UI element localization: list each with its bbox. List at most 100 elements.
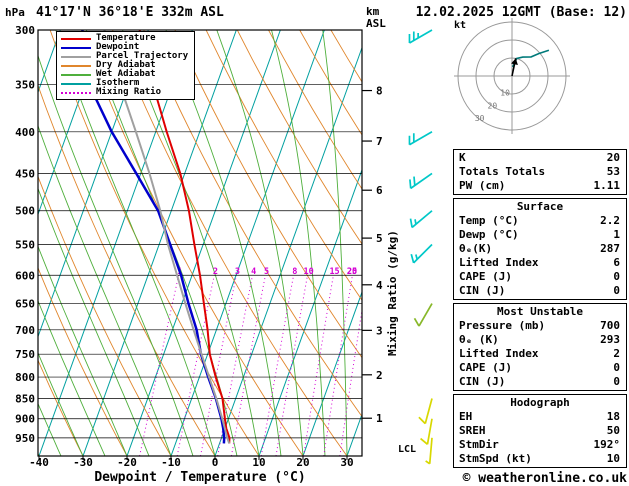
table-row-label: Temp (°C) bbox=[459, 214, 519, 227]
temperature-axis-label: Dewpoint / Temperature (°C) bbox=[94, 470, 306, 485]
isotherm-line bbox=[214, 46, 362, 456]
table-section: K 20 Totals Totals 53 PW (cm) 1.11 bbox=[453, 149, 627, 195]
wet-adiabat-line bbox=[38, 351, 84, 456]
hodograph-ring-label: 10 bbox=[500, 89, 510, 98]
legend-line-sample bbox=[61, 91, 91, 94]
hodograph-ring bbox=[457, 21, 567, 131]
table-row-value: 293 bbox=[600, 333, 620, 346]
pressure-tick-label: 800 bbox=[15, 371, 35, 384]
km-tick-label: 1 bbox=[376, 412, 383, 425]
table-row-value: 0 bbox=[613, 284, 620, 297]
table-row: K 20 bbox=[454, 151, 626, 165]
wet-adiabat-line bbox=[216, 30, 304, 456]
isotherm-line bbox=[170, 30, 325, 456]
isotherm-line bbox=[38, 30, 149, 339]
km-tick-label: 7 bbox=[376, 135, 383, 148]
isotherm-line bbox=[38, 30, 105, 216]
mixing-ratio-value-label: 25 bbox=[347, 267, 357, 277]
table-section-title: Most Unstable bbox=[496, 305, 584, 318]
legend-label: Dry Adiabat bbox=[96, 60, 156, 70]
wind-barb bbox=[408, 29, 433, 44]
table-row-label: Pressure (mb) bbox=[459, 319, 546, 332]
table-row-label: StmSpd (kt) bbox=[459, 452, 532, 465]
mixing-ratio-value-label: 15 bbox=[329, 267, 339, 277]
table-row: θₑ (K) 293 bbox=[454, 333, 626, 347]
mixing-ratio-value-label: 10 bbox=[303, 267, 313, 277]
table-row-value: 1.11 bbox=[593, 179, 621, 192]
table-row-value: 18 bbox=[606, 410, 620, 423]
station-title: 41°17'N 36°18'E 332m ASL bbox=[36, 5, 224, 20]
mixing-ratio-line bbox=[230, 275, 266, 456]
mixing-ratio-value-label: 3 bbox=[235, 267, 240, 277]
isotherm-line bbox=[258, 168, 362, 456]
pressure-tick-label: 650 bbox=[15, 298, 35, 311]
mixing-ratio-value-label: 8 bbox=[292, 267, 297, 277]
pressure-tick-label: 500 bbox=[15, 205, 35, 218]
table-row-value: 0 bbox=[613, 375, 620, 388]
km-tick-label: 6 bbox=[376, 184, 383, 197]
table-row-label: K bbox=[459, 151, 466, 164]
table-row-label: CIN (J) bbox=[459, 284, 506, 297]
table-row-value: 53 bbox=[606, 165, 620, 178]
table-row: Totals Totals 53 bbox=[454, 165, 626, 179]
isotherm-line bbox=[82, 30, 237, 456]
dewpoint-curve bbox=[81, 30, 226, 444]
mixing-ratio-line bbox=[139, 275, 180, 456]
table-section-title: Hodograph bbox=[510, 396, 570, 409]
legend-label: Isotherm bbox=[96, 78, 140, 88]
legend: Temperature Dewpoint Parcel Trajectory Dry … bbox=[56, 31, 196, 100]
altitude-axis-unit-label: km ASL bbox=[366, 5, 386, 30]
table-row-label: StmDir bbox=[459, 438, 499, 451]
pressure-tick-label: 950 bbox=[15, 432, 35, 445]
table-row: CAPE (J) 0 bbox=[454, 361, 626, 375]
isotherm-line bbox=[302, 290, 362, 456]
table-row-value: 0 bbox=[613, 270, 620, 283]
table-row-label: θₑ(K) bbox=[459, 242, 493, 255]
pressure-tick-label: 450 bbox=[15, 167, 35, 180]
table-row-label: EH bbox=[459, 410, 473, 423]
copyright: © weatheronline.co.uk bbox=[462, 471, 627, 486]
pressure-tick-label: 400 bbox=[15, 126, 35, 139]
table-row: StmSpd (kt) 10 bbox=[454, 452, 626, 466]
km-tick-label: 5 bbox=[376, 232, 383, 245]
wind-barbs bbox=[408, 29, 433, 465]
table-row: Dewp (°C) 1 bbox=[454, 228, 626, 242]
pressure-tick-label: 700 bbox=[15, 324, 35, 337]
isotherm-line bbox=[0, 30, 16, 456]
table-row: θₑ(K) 287 bbox=[454, 242, 626, 256]
legend-line-sample bbox=[61, 64, 91, 67]
mixing-ratio-value-label: 4 bbox=[251, 267, 256, 277]
lcl-label: LCL bbox=[398, 444, 417, 455]
temperature-tick-label: 30 bbox=[340, 456, 353, 469]
table-row-label: SREH bbox=[459, 424, 486, 437]
pressure-unit-label: hPa bbox=[5, 6, 25, 19]
table-row: PW (cm) 1.11 bbox=[454, 179, 626, 193]
table-row-value: 1 bbox=[613, 228, 620, 241]
table-row-value: 20 bbox=[606, 151, 620, 164]
table-row: EH 18 bbox=[454, 410, 626, 424]
dry-adiabat-line bbox=[38, 359, 84, 456]
table-row-label: Totals Totals bbox=[459, 165, 546, 178]
wet-adiabat-line bbox=[367, 30, 370, 456]
wet-adiabat-line bbox=[38, 402, 62, 456]
legend-label: Dewpoint bbox=[96, 42, 140, 52]
km-tick-label: 8 bbox=[376, 85, 383, 98]
legend-item: Mixing Ratio bbox=[61, 88, 188, 97]
legend-line-sample bbox=[61, 73, 91, 76]
table-row-label: Lifted Index bbox=[459, 256, 539, 269]
isotherm-line bbox=[126, 30, 281, 456]
legend-item: Temperature bbox=[61, 34, 188, 43]
km-tick-label: 2 bbox=[376, 369, 383, 382]
table-row: Temp (°C) 2.2 bbox=[454, 214, 626, 228]
table-row: CAPE (J) 0 bbox=[454, 270, 626, 284]
mixing-ratio-value-label: 5 bbox=[264, 267, 269, 277]
temperature-tick-label: -40 bbox=[29, 456, 49, 469]
table-row-value: 700 bbox=[600, 319, 620, 332]
temperature-tick-label: -30 bbox=[73, 456, 93, 469]
dry-adiabat-line bbox=[236, 30, 362, 245]
legend-line-sample bbox=[61, 46, 91, 49]
wind-barb bbox=[409, 172, 433, 190]
storm-motion-arrowhead bbox=[511, 58, 518, 65]
table-row-label: θₑ (K) bbox=[459, 333, 499, 346]
